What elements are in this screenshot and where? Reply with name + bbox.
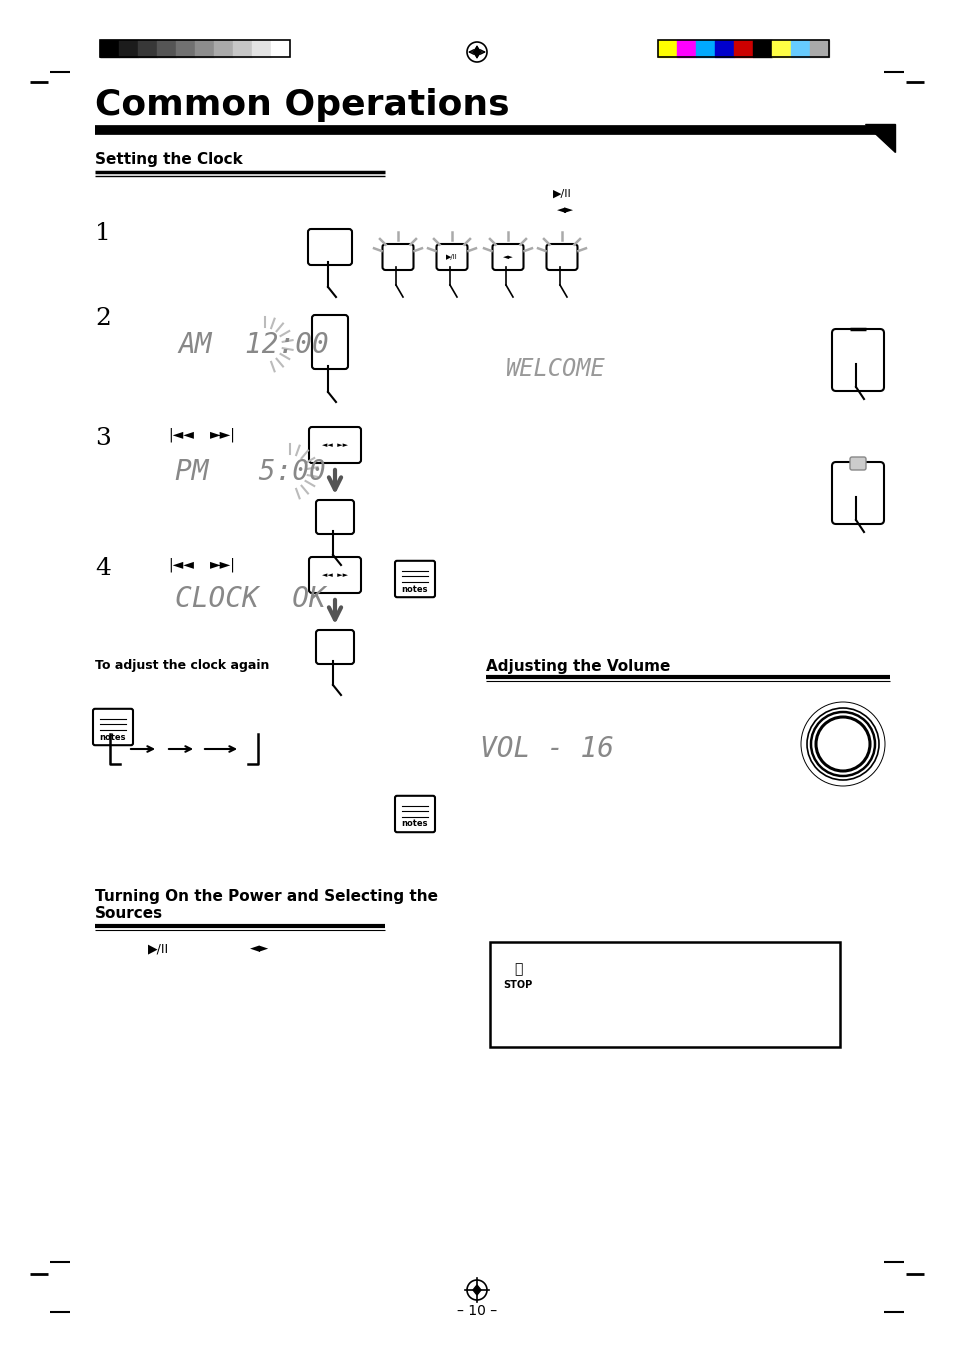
Text: notes: notes — [100, 733, 126, 741]
FancyBboxPatch shape — [309, 427, 360, 462]
Polygon shape — [864, 124, 894, 151]
Text: Common Operations: Common Operations — [95, 88, 509, 122]
Bar — [658, 41, 828, 57]
Bar — [733, 41, 752, 57]
FancyBboxPatch shape — [315, 630, 354, 664]
Text: 4: 4 — [95, 557, 111, 580]
FancyBboxPatch shape — [315, 500, 354, 534]
FancyBboxPatch shape — [309, 557, 360, 594]
Text: ◄►: ◄► — [502, 254, 513, 260]
Text: notes: notes — [401, 819, 428, 829]
Text: VOL - 16: VOL - 16 — [479, 735, 614, 763]
FancyBboxPatch shape — [308, 228, 352, 265]
Bar — [252, 41, 271, 57]
FancyBboxPatch shape — [831, 329, 883, 391]
Bar — [100, 41, 290, 57]
Text: ◄◄  ►►: ◄◄ ►► — [322, 442, 348, 448]
FancyBboxPatch shape — [395, 561, 435, 598]
Bar — [213, 41, 233, 57]
Text: notes: notes — [401, 584, 428, 594]
Text: AM  12:00: AM 12:00 — [178, 331, 329, 360]
Bar — [194, 41, 213, 57]
Text: 1: 1 — [95, 222, 111, 245]
Text: Adjusting the Volume: Adjusting the Volume — [485, 658, 670, 675]
Bar — [271, 41, 290, 57]
Text: ◄◄  ►►: ◄◄ ►► — [322, 572, 348, 579]
FancyBboxPatch shape — [436, 243, 467, 270]
Text: ►►|: ►►| — [210, 557, 235, 572]
Bar — [138, 41, 157, 57]
Text: – 10 –: – 10 – — [456, 1303, 497, 1318]
Text: |◄◄: |◄◄ — [168, 557, 193, 572]
FancyBboxPatch shape — [92, 708, 132, 745]
Text: ▶/II: ▶/II — [148, 942, 169, 955]
Bar — [100, 41, 119, 57]
Bar — [119, 41, 138, 57]
Text: ⬛: ⬛ — [514, 963, 521, 976]
Text: Turning On the Power and Selecting the
Sources: Turning On the Power and Selecting the S… — [95, 890, 437, 922]
Bar — [677, 41, 696, 57]
Text: ▶/II: ▶/II — [553, 189, 571, 199]
FancyBboxPatch shape — [546, 243, 577, 270]
Text: Setting the Clock: Setting the Clock — [95, 151, 242, 168]
Text: ►►|: ►►| — [210, 427, 235, 442]
Polygon shape — [473, 1284, 480, 1295]
FancyBboxPatch shape — [382, 243, 413, 270]
FancyBboxPatch shape — [395, 796, 435, 833]
Bar — [790, 41, 809, 57]
Text: WELCOME: WELCOME — [504, 357, 604, 381]
Bar — [809, 41, 828, 57]
Bar — [157, 41, 175, 57]
Text: |◄◄: |◄◄ — [168, 427, 193, 442]
Bar — [175, 41, 194, 57]
Text: CLOCK  OK: CLOCK OK — [174, 585, 325, 612]
Bar — [658, 41, 677, 57]
Bar — [233, 41, 252, 57]
FancyBboxPatch shape — [312, 315, 348, 369]
FancyBboxPatch shape — [849, 457, 865, 470]
Text: 3: 3 — [95, 427, 111, 450]
Text: ◄►: ◄► — [250, 942, 269, 955]
Text: ◄►: ◄► — [557, 206, 574, 215]
Bar — [696, 41, 714, 57]
Bar — [771, 41, 790, 57]
Text: To adjust the clock again: To adjust the clock again — [95, 658, 269, 672]
Polygon shape — [473, 47, 480, 57]
Text: PM   5:00: PM 5:00 — [174, 458, 325, 485]
FancyBboxPatch shape — [831, 462, 883, 525]
Text: 2: 2 — [95, 307, 111, 330]
FancyBboxPatch shape — [492, 243, 523, 270]
Bar — [490, 942, 840, 1046]
Bar — [752, 41, 771, 57]
Text: ▶/II: ▶/II — [446, 254, 457, 260]
Text: STOP: STOP — [503, 980, 532, 990]
Bar — [714, 41, 733, 57]
